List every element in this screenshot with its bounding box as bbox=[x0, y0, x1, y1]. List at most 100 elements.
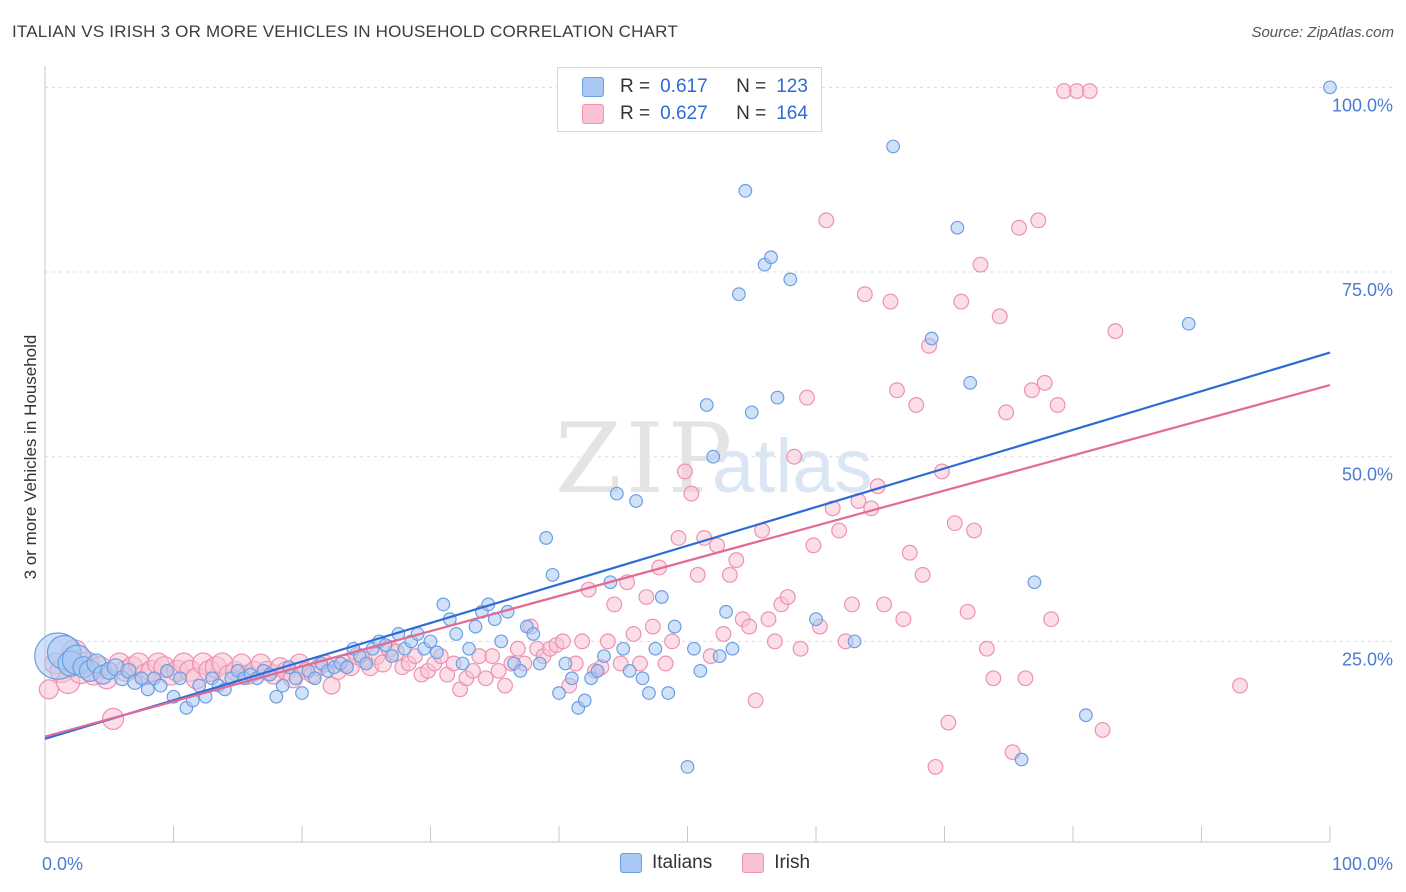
irish-point bbox=[856, 286, 873, 303]
irish-point bbox=[1036, 374, 1053, 391]
irish-point bbox=[779, 589, 796, 605]
italian-point bbox=[449, 627, 464, 641]
irish-trend-line bbox=[44, 383, 1331, 738]
italian-point bbox=[494, 634, 509, 649]
italian-point bbox=[558, 656, 573, 671]
irish-point bbox=[818, 212, 835, 229]
irish-point bbox=[940, 714, 957, 731]
irish-point bbox=[895, 611, 912, 628]
irish-point bbox=[574, 633, 591, 650]
grid-lines bbox=[45, 86, 1395, 642]
y-tick-label: 75.0% bbox=[1342, 280, 1393, 300]
italian-point bbox=[809, 612, 823, 627]
x-tick-label: 0.0% bbox=[42, 854, 83, 874]
irish-point bbox=[689, 566, 706, 583]
irish-swatch bbox=[582, 104, 604, 124]
italian-point bbox=[629, 494, 643, 508]
irish-point bbox=[638, 589, 655, 605]
italian-point bbox=[744, 405, 759, 420]
irish-point bbox=[844, 596, 860, 613]
source-label: Source: ZipAtlas.com bbox=[1251, 24, 1394, 41]
legend-item-italians[interactable]: Italians bbox=[620, 852, 712, 874]
irish-point bbox=[484, 648, 501, 665]
irish-point bbox=[991, 308, 1008, 325]
irish-point bbox=[625, 626, 642, 642]
italian-point bbox=[385, 649, 399, 664]
irish-point bbox=[831, 522, 848, 539]
irish-point bbox=[786, 448, 803, 465]
r-label: R = bbox=[620, 103, 651, 124]
watermark-zip: ZIP bbox=[555, 403, 736, 515]
italian-point bbox=[1014, 752, 1029, 767]
legend-item-irish[interactable]: Irish bbox=[742, 852, 810, 874]
irish-point bbox=[985, 670, 1002, 687]
italian-point bbox=[545, 567, 560, 582]
irish-legend-label: Irish bbox=[774, 852, 811, 873]
italian-point bbox=[513, 663, 528, 678]
irish-point bbox=[908, 397, 925, 413]
irish-point bbox=[927, 758, 944, 775]
italian-point bbox=[642, 686, 656, 700]
italian-point bbox=[687, 641, 701, 656]
chart-title: ITALIAN VS IRISH 3 OR MORE VEHICLES IN H… bbox=[12, 22, 678, 41]
irish-point bbox=[1043, 611, 1060, 628]
italian-point bbox=[654, 590, 669, 604]
italian-point bbox=[173, 671, 187, 686]
irish-point bbox=[953, 293, 970, 310]
stats-legend: R = 0.617 N = 123 R = 0.627 N = 164 bbox=[557, 67, 822, 132]
irish-point bbox=[721, 566, 738, 583]
irish-point bbox=[805, 537, 822, 554]
italian-point bbox=[468, 619, 483, 634]
irish-point bbox=[728, 552, 745, 569]
italian-point bbox=[732, 287, 746, 302]
irish-point bbox=[889, 382, 905, 399]
series-legend: Italians Irish bbox=[620, 852, 840, 874]
irish-point bbox=[760, 611, 777, 628]
irish-point bbox=[464, 662, 481, 679]
italian-point bbox=[140, 682, 155, 697]
italian-point bbox=[1027, 575, 1042, 590]
italian-point bbox=[1323, 80, 1337, 95]
n-value-irish: 164 bbox=[776, 103, 808, 124]
irish-point bbox=[1023, 382, 1040, 399]
italian-point bbox=[436, 597, 451, 612]
n-label: N = bbox=[736, 76, 767, 97]
irish-point bbox=[715, 626, 732, 642]
italian-point bbox=[564, 671, 579, 686]
italian-point bbox=[622, 663, 637, 678]
irish-point bbox=[914, 566, 931, 583]
irish-point bbox=[606, 596, 623, 613]
trend-lines bbox=[44, 351, 1331, 740]
italian-point bbox=[577, 693, 592, 708]
irish-point bbox=[554, 633, 571, 650]
italian-point bbox=[455, 656, 470, 671]
italian-point bbox=[963, 375, 978, 390]
italian-point bbox=[783, 272, 798, 287]
italian-point bbox=[539, 531, 554, 545]
x-tick-label: 100.0% bbox=[1332, 854, 1393, 874]
italian-point bbox=[886, 139, 900, 154]
italians-legend-swatch bbox=[620, 853, 642, 873]
irish-point bbox=[657, 655, 674, 672]
n-label: N = bbox=[736, 103, 767, 124]
italian-point bbox=[764, 250, 778, 265]
italian-point bbox=[430, 645, 444, 660]
irish-point bbox=[477, 670, 494, 687]
irish-point bbox=[670, 529, 687, 546]
irish-point bbox=[632, 655, 648, 672]
irish-point bbox=[599, 633, 616, 650]
irish-point bbox=[741, 618, 758, 635]
italian-point bbox=[648, 641, 663, 656]
irish-point bbox=[644, 618, 661, 635]
italian-point bbox=[423, 634, 438, 649]
watermark-atlas: atlas bbox=[712, 424, 873, 509]
italian-point bbox=[661, 686, 676, 700]
r-label: R = bbox=[620, 76, 651, 97]
irish-point bbox=[799, 389, 815, 406]
italian-point bbox=[269, 689, 284, 704]
italian-point bbox=[552, 686, 566, 700]
legend-row-italians: R = 0.617 N = 123 bbox=[582, 76, 808, 98]
italian-point bbox=[699, 398, 714, 412]
italian-point bbox=[1078, 708, 1093, 723]
